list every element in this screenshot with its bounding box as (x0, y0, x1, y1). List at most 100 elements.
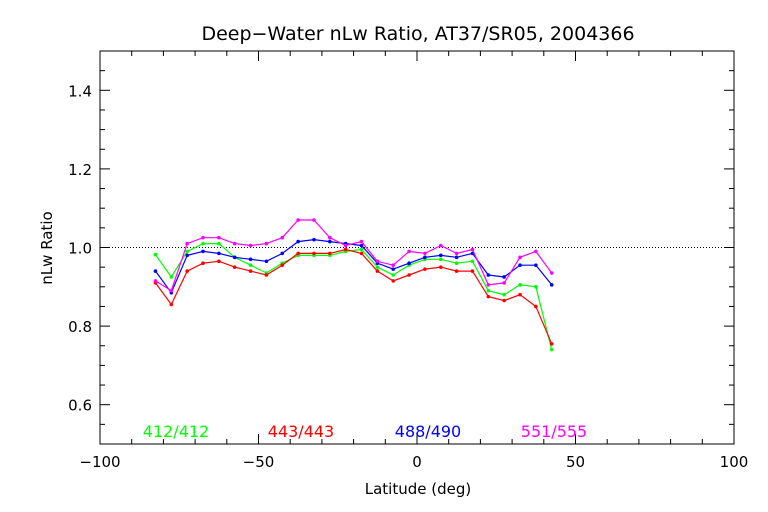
data-point (486, 273, 491, 277)
data-point (359, 243, 364, 248)
data-point (454, 269, 459, 273)
x-tick-label: 0 (412, 453, 422, 471)
x-tick-label: 100 (720, 453, 749, 471)
data-point (518, 263, 522, 267)
data-point (185, 253, 189, 258)
data-point (169, 275, 174, 279)
y-tick-label: 0.8 (68, 318, 92, 336)
data-point (438, 253, 443, 258)
data-point (391, 263, 396, 267)
data-point (296, 251, 300, 256)
data-point (438, 243, 443, 248)
data-point (264, 273, 269, 277)
x-tick-label: 50 (566, 453, 585, 471)
legend: 412/412 443/443 488/490 551/555 (143, 422, 587, 441)
data-point (169, 302, 174, 307)
data-point (185, 241, 189, 246)
data-point (153, 269, 158, 273)
series-1 (153, 241, 554, 352)
data-point (486, 283, 491, 287)
data-point (423, 251, 427, 256)
data-point (232, 265, 237, 269)
series-line (155, 248, 553, 345)
y-tick-label: 1.4 (68, 82, 92, 100)
data-point (502, 292, 506, 297)
data-point (248, 269, 253, 273)
data-point (343, 247, 348, 252)
legend-label: 488/490 (395, 422, 461, 441)
data-point (549, 271, 554, 275)
data-point (549, 283, 554, 287)
chart-title: Deep−Water nLw Ratio, AT37/SR05, 2004366 (201, 23, 634, 45)
data-point (217, 241, 221, 246)
data-point (407, 249, 411, 254)
data-point (217, 235, 221, 240)
data-point (518, 292, 522, 297)
series-line (155, 243, 553, 350)
data-point (312, 218, 316, 222)
data-point (391, 267, 396, 271)
data-point (470, 269, 475, 273)
data-point (375, 259, 380, 264)
data-point (169, 288, 174, 293)
legend-label: 412/412 (143, 422, 209, 441)
data-point (534, 249, 538, 254)
data-point (391, 273, 396, 277)
y-tick-label: 1.2 (68, 161, 92, 179)
data-point (391, 279, 396, 283)
series-layer (153, 218, 554, 352)
series-3 (153, 237, 554, 295)
data-point (359, 251, 364, 256)
data-point (375, 265, 380, 269)
data-point (312, 237, 316, 242)
data-point (518, 255, 522, 260)
series-line (155, 238, 553, 294)
data-point (502, 281, 506, 285)
data-point (423, 255, 427, 260)
data-point (534, 263, 538, 267)
data-point (217, 251, 221, 256)
data-point (502, 298, 506, 303)
data-point (343, 243, 348, 248)
y-axis-label: nLw Ratio (38, 211, 56, 284)
data-point (153, 252, 158, 257)
x-tick-label: −50 (243, 453, 275, 471)
series-4 (153, 218, 554, 293)
data-point (185, 269, 189, 273)
data-point (359, 239, 364, 244)
data-point (232, 241, 237, 246)
data-point (296, 239, 300, 244)
data-point (454, 251, 459, 256)
data-point (470, 259, 475, 264)
data-point (280, 263, 285, 267)
axis-ticks: −100 −50 0 50 100 0.6 0.8 1.0 1.2 1.4 (68, 50, 749, 471)
data-point (185, 249, 189, 254)
data-point (328, 239, 332, 244)
data-point (248, 263, 253, 267)
legend-label: 443/443 (268, 422, 334, 441)
x-axis-label: Latitude (deg) (365, 480, 471, 498)
data-point (438, 265, 443, 269)
data-point (217, 259, 221, 264)
data-point (549, 347, 554, 352)
data-point (280, 251, 285, 256)
data-point (486, 288, 491, 293)
data-point (232, 255, 237, 260)
data-point (454, 261, 459, 266)
x-tick-label: −100 (79, 453, 120, 471)
data-point (328, 235, 332, 240)
data-point (407, 273, 411, 277)
data-point (280, 235, 285, 240)
data-point (375, 269, 380, 273)
data-point (534, 304, 538, 309)
data-point (201, 261, 205, 266)
data-point (264, 241, 269, 246)
data-point (470, 247, 475, 252)
data-point (407, 261, 411, 266)
data-point (549, 341, 554, 346)
data-point (248, 243, 253, 248)
data-point (201, 235, 205, 240)
data-point (296, 218, 300, 222)
data-point (201, 241, 205, 246)
